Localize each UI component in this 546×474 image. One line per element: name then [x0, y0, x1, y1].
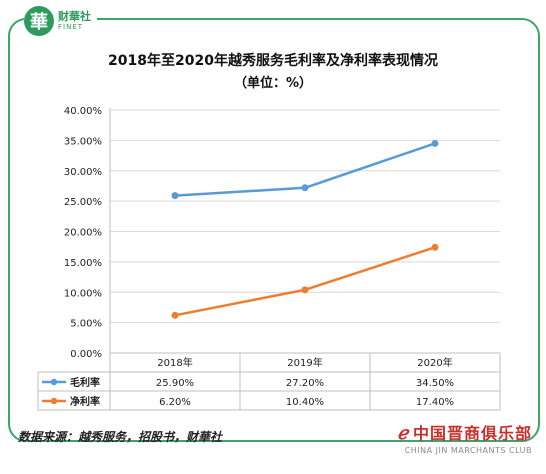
y-tick-label: 25.00%	[64, 197, 102, 208]
data-point	[431, 139, 439, 147]
y-tick-label: 30.00%	[64, 167, 102, 178]
watermark: ℯ 中国晋商俱乐部 CHINA JIN MARCHANTS CLUB	[397, 420, 532, 455]
legend-key-marker	[50, 397, 58, 405]
x-category-label: 2018年	[157, 356, 192, 369]
data-point	[301, 286, 309, 294]
table-value: 10.40%	[286, 397, 324, 408]
x-category-label: 2019年	[287, 356, 322, 369]
finet-logo-en: FINET	[58, 23, 84, 31]
table-value: 17.40%	[416, 397, 454, 408]
data-point	[171, 192, 179, 200]
chart-card	[8, 18, 540, 442]
data-source: 数据来源：越秀服务，招股书，财華社	[18, 430, 223, 444]
watermark-en: CHINA JIN MARCHANTS CLUB	[404, 446, 532, 455]
y-tick-label: 20.00%	[64, 228, 102, 239]
chart-subtitle: （单位：%）	[233, 76, 313, 91]
legend-key-marker	[50, 378, 58, 386]
table-value: 25.90%	[156, 378, 194, 389]
y-tick-label: 35.00%	[64, 136, 102, 147]
watermark-logo-icon: ℯ	[397, 423, 409, 444]
chart-title: 2018年至2020年越秀服务毛利率及净利率表现情况	[108, 53, 438, 69]
legend-label: 毛利率	[70, 376, 100, 389]
y-tick-label: 40.00%	[64, 106, 102, 117]
finet-logo: 華 财華社 FINET	[24, 6, 97, 36]
table-value: 34.50%	[416, 378, 454, 389]
finet-logo-name: 财華社	[58, 10, 91, 23]
x-category-label: 2020年	[417, 356, 452, 369]
series-line	[174, 246, 436, 317]
data-point	[171, 311, 179, 319]
legend-label: 净利率	[70, 395, 100, 408]
data-point	[431, 243, 439, 251]
table-value: 27.20%	[286, 378, 324, 389]
finet-logo-mark: 華	[24, 6, 54, 36]
y-tick-label: 10.00%	[64, 288, 102, 299]
y-tick-label: 0.00%	[70, 349, 102, 360]
data-point	[301, 184, 309, 192]
y-tick-label: 15.00%	[64, 258, 102, 269]
y-tick-label: 5.00%	[70, 319, 102, 330]
watermark-cn: 中国晋商俱乐部	[412, 424, 532, 443]
table-value: 6.20%	[159, 397, 191, 408]
